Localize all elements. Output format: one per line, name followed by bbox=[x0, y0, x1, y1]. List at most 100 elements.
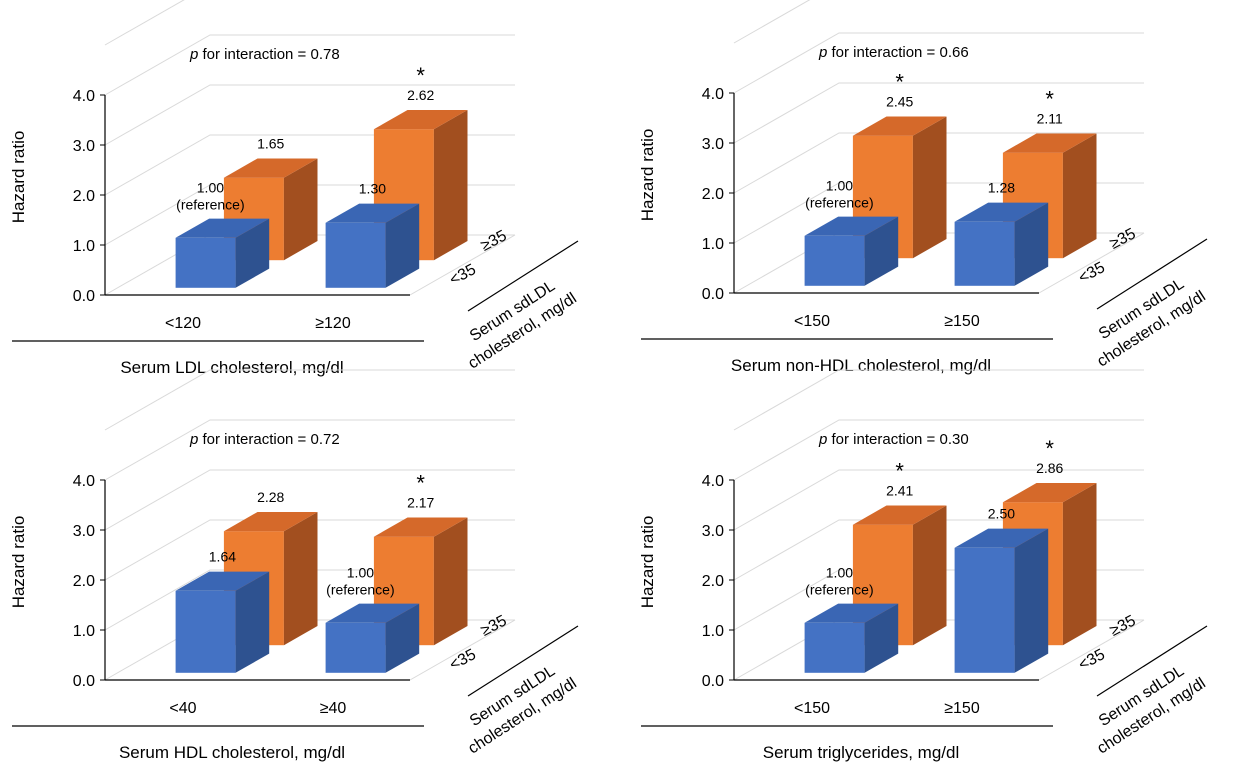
bar-side bbox=[864, 216, 899, 286]
gridline bbox=[733, 369, 1144, 431]
bar-side bbox=[864, 603, 899, 673]
bar-side bbox=[283, 512, 318, 646]
interaction-annotation: p for interaction = 0.66 bbox=[818, 44, 969, 61]
bar-top bbox=[804, 603, 899, 623]
data-label-note: (reference) bbox=[326, 582, 394, 598]
gridline bbox=[104, 0, 185, 46]
interaction-annotation: p for interaction = 0.78 bbox=[189, 46, 340, 63]
bar-top bbox=[852, 505, 947, 525]
x-axis-title: Serum non-HDL cholesterol, mg/dl bbox=[731, 356, 991, 375]
floor-edge bbox=[1038, 619, 1145, 681]
interaction-p: p bbox=[189, 431, 198, 448]
bar-side bbox=[1062, 133, 1097, 259]
bar-front-lt35 bbox=[325, 222, 386, 288]
z-category-label: ≥35 bbox=[478, 227, 510, 255]
chart-panel-non-hdl: 0.0 1.0 2.0 3.0 4.0 Hazard ratio 2.45 * 2.11 * 1.0… bbox=[629, 0, 1258, 385]
gridline bbox=[104, 84, 515, 146]
bar-side bbox=[912, 116, 947, 259]
significance-asterisk: * bbox=[416, 471, 425, 496]
bar-top bbox=[325, 203, 420, 223]
significance-asterisk: * bbox=[1045, 87, 1054, 112]
bar-front-lt35 bbox=[175, 237, 236, 288]
y-axis-label: Hazard ratio bbox=[638, 516, 657, 609]
data-label: 2.41 bbox=[886, 483, 913, 499]
data-label: 2.17 bbox=[407, 495, 434, 511]
chart-svg: 0.0 1.0 2.0 3.0 4.0 Hazard ratio 1.65 2.62* 1.00… bbox=[9, 0, 580, 377]
x-axis-title: Serum HDL cholesterol, mg/dl bbox=[119, 743, 345, 762]
y-tick-label: 1.0 bbox=[702, 236, 724, 253]
bar-side bbox=[433, 517, 468, 646]
gridline bbox=[733, 0, 811, 44]
interaction-text: for interaction = 0.78 bbox=[198, 46, 339, 63]
data-label-note: (reference) bbox=[805, 582, 873, 598]
gridline bbox=[733, 419, 1144, 481]
y-tick-label: 4.0 bbox=[73, 88, 95, 105]
data-label: 2.11 bbox=[1037, 111, 1063, 127]
y-tick-label: 0.0 bbox=[73, 673, 95, 690]
y-tick-label: 4.0 bbox=[702, 86, 724, 103]
bar-top bbox=[954, 528, 1049, 548]
bar-front-lt35 bbox=[954, 221, 1015, 286]
data-label: 2.28 bbox=[257, 489, 284, 505]
gridline bbox=[104, 34, 515, 96]
gridline bbox=[733, 469, 1144, 531]
z-category-label: ≥35 bbox=[478, 612, 510, 640]
data-label: 1.64 bbox=[209, 549, 236, 565]
bar-front-lt35 bbox=[325, 622, 386, 673]
z-axis-separator bbox=[1096, 625, 1208, 697]
x-category-label: <40 bbox=[169, 700, 196, 717]
data-label: 2.62 bbox=[407, 87, 434, 103]
significance-asterisk: * bbox=[1045, 436, 1054, 461]
bar-top bbox=[373, 110, 468, 130]
y-tick-label: 0.0 bbox=[702, 673, 724, 690]
y-tick-label: 2.0 bbox=[702, 573, 724, 590]
x-category-label: <150 bbox=[794, 700, 830, 717]
y-tick-label: 4.0 bbox=[702, 473, 724, 490]
y-tick-label: 3.0 bbox=[702, 136, 724, 153]
bar-top bbox=[175, 218, 270, 238]
bar-side bbox=[235, 218, 270, 288]
z-axis-separator bbox=[1096, 238, 1208, 310]
gridline bbox=[733, 32, 1144, 94]
chart-panel-ldl: 0.0 1.0 2.0 3.0 4.0 Hazard ratio 1.65 2.62 * 1.00… bbox=[0, 0, 629, 385]
y-tick-label: 1.0 bbox=[73, 623, 95, 640]
y-tick-label: 2.0 bbox=[73, 188, 95, 205]
floor-edge bbox=[1038, 232, 1145, 294]
z-category-label: <35 bbox=[447, 261, 479, 289]
z-axis-separator bbox=[467, 625, 579, 697]
z-category-label: <35 bbox=[1076, 259, 1108, 287]
data-label-note: (reference) bbox=[176, 197, 244, 213]
bar-front-lt35 bbox=[954, 547, 1015, 673]
data-label: 1.00 bbox=[347, 565, 374, 581]
bar-top bbox=[852, 116, 947, 136]
y-tick-label: 4.0 bbox=[73, 473, 95, 490]
interaction-p: p bbox=[818, 431, 827, 448]
gridline bbox=[733, 82, 1144, 144]
z-category-label: ≥35 bbox=[1107, 225, 1139, 253]
y-axis-label: Hazard ratio bbox=[9, 516, 28, 609]
chart-panel-triglycerides: 0.0 1.0 2.0 3.0 4.0 Hazard ratio 2.41 * 2.86 * 1.0… bbox=[629, 369, 1258, 770]
x-axis-title: Serum triglycerides, mg/dl bbox=[763, 743, 960, 762]
x-category-label: ≥150 bbox=[944, 313, 980, 330]
interaction-annotation: p for interaction = 0.30 bbox=[818, 431, 969, 448]
bar-side bbox=[433, 110, 468, 261]
bar-front-lt35 bbox=[804, 235, 865, 286]
x-category-label: <150 bbox=[794, 313, 830, 330]
gridline bbox=[104, 369, 515, 431]
x-category-label: ≥120 bbox=[315, 315, 351, 332]
y-tick-label: 2.0 bbox=[702, 186, 724, 203]
data-label: 2.50 bbox=[988, 506, 1015, 522]
floor-edge bbox=[409, 619, 516, 681]
gridline bbox=[733, 132, 1144, 194]
z-category-label: <35 bbox=[447, 646, 479, 674]
bar-top bbox=[804, 216, 899, 236]
bar-side bbox=[1014, 528, 1049, 673]
bar-top bbox=[175, 571, 270, 591]
x-axis-title: Serum LDL cholesterol, mg/dl bbox=[120, 358, 343, 377]
bar-side bbox=[912, 505, 947, 646]
bar-top bbox=[373, 517, 468, 537]
y-tick-label: 3.0 bbox=[73, 523, 95, 540]
gridline bbox=[104, 419, 515, 481]
bar-top bbox=[1002, 483, 1097, 503]
